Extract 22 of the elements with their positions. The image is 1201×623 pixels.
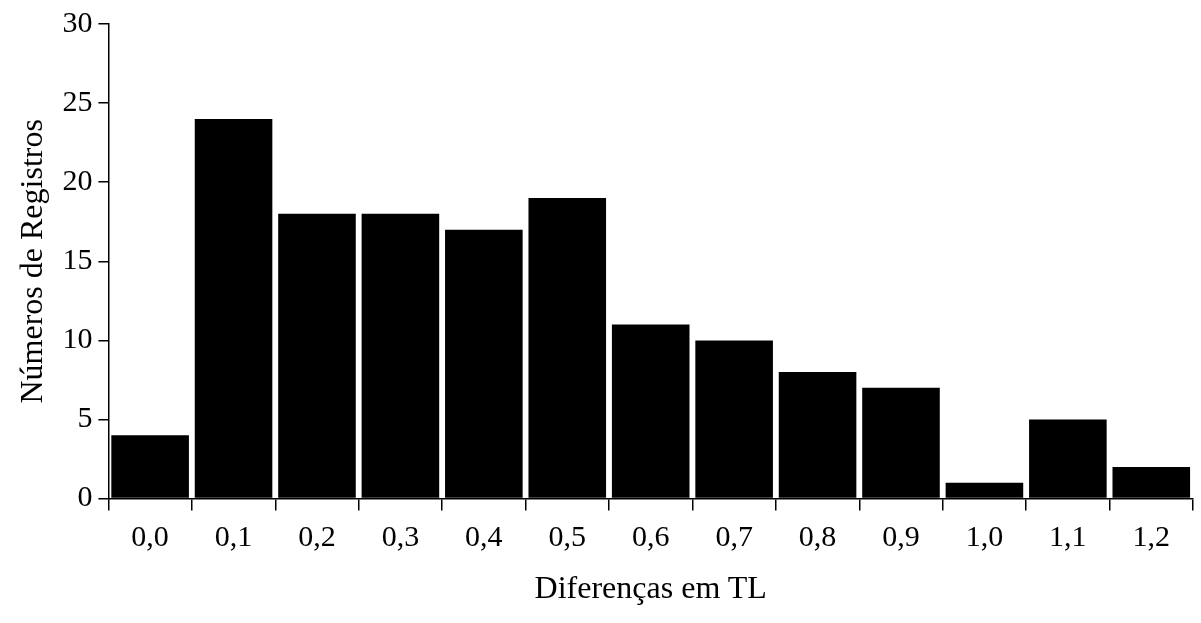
y-tick-label: 0	[77, 479, 93, 513]
y-axis-title: Números de Registros	[12, 119, 49, 404]
x-axis-title: Diferenças em TL	[534, 569, 767, 606]
x-tick-label: 0,4	[465, 519, 503, 553]
x-tick-label: 0,7	[715, 519, 753, 553]
x-tick-label: 0,1	[214, 519, 253, 553]
x-tick-label: 1,0	[965, 519, 1004, 553]
x-tick-label: 0,0	[131, 519, 169, 553]
x-tick-label: 0,2	[298, 519, 336, 553]
y-tick-label: 5	[77, 400, 93, 434]
y-tick-label: 30	[62, 4, 93, 38]
x-tick-label: 0,3	[381, 519, 420, 553]
x-tick-label: 0,6	[631, 519, 670, 553]
x-tick-label: 0,5	[548, 519, 587, 553]
y-tick-label: 20	[62, 163, 93, 197]
x-tick-label: 0,8	[798, 519, 837, 553]
x-tick-label: 1,2	[1132, 519, 1171, 553]
y-tick-label: 10	[62, 321, 93, 355]
y-tick-label: 15	[62, 242, 93, 276]
x-tick-label: 0,9	[882, 519, 920, 553]
x-tick-label: 1,1	[1049, 519, 1087, 553]
y-tick-label: 25	[62, 83, 93, 117]
